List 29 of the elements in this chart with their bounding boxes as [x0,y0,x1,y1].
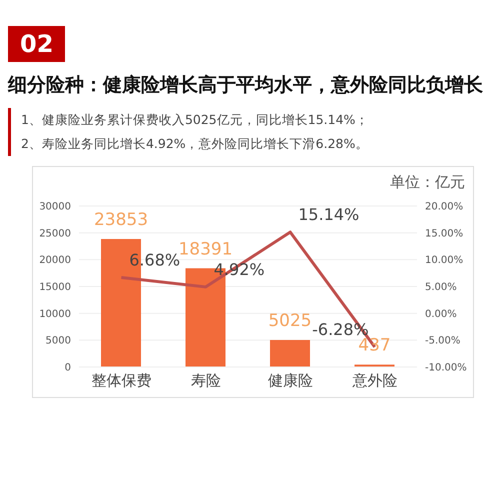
x-tick-label: 意外险 [351,372,398,390]
text: 单位：亿元 [389,172,466,192]
y2-tick-label: 15.00% [425,228,464,240]
x-tick-label: 整体保费 [91,372,152,390]
data-label: 437 [358,336,391,356]
x-tick-label: 寿险 [190,372,221,390]
y-tick-label: 30000 [39,202,71,213]
y-tick-label: 5000 [46,336,71,347]
text: 2、寿险业务同比增长4.92%，意外险同比增长下滑6.28%。 [21,135,370,153]
y-tick-label: 15000 [39,282,71,294]
y2-tick-label: 0.00% [425,308,457,320]
y2-tick-label: -10.00% [425,362,467,374]
y2-tick-label: 10.00% [425,255,464,266]
data-label: 23853 [94,210,148,230]
data-label: 5025 [268,311,312,332]
y2-tick-label: 5.00% [425,282,457,294]
text: 02 [8,26,66,62]
y-tick-label: 20000 [39,255,71,266]
y-tick-label: 0 [64,362,71,374]
data-label: 15.14% [298,205,360,224]
text: 1、健康险业务累计保费收入5025亿元，同比增长15.14%； [21,111,370,129]
y2-tick-label: 20.00% [425,202,464,213]
x-tick-label: 健康险 [268,372,313,390]
y2-tick-label: -5.00% [425,336,460,347]
chart-title: 细分险种：健康险增长高于平均水平，意外险同比负增长 [8,73,484,98]
y-tick-label: 25000 [39,228,71,240]
y-tick-label: 10000 [39,308,71,320]
data-label: 18391 [178,239,233,260]
bar [270,340,310,367]
